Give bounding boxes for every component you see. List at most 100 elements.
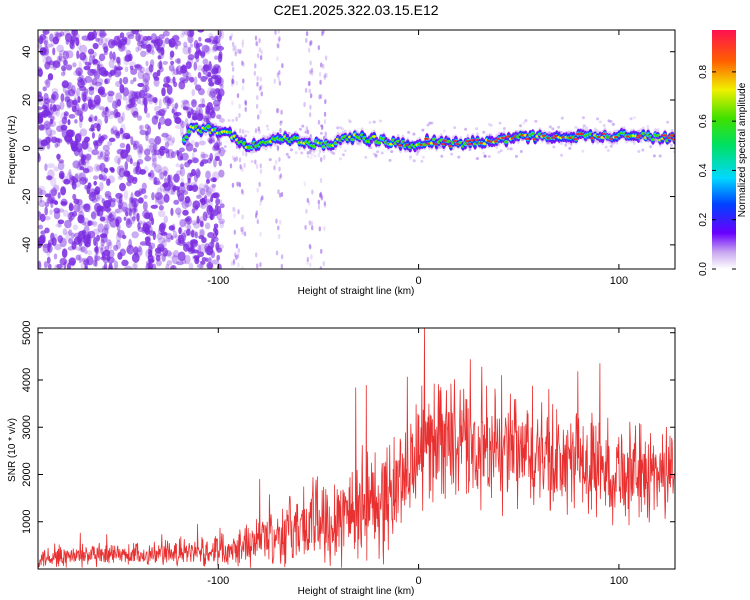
- spectrogram-noise-point: [94, 115, 98, 122]
- spectrogram-noise-point: [219, 203, 225, 209]
- spectrogram-noise-point: [98, 57, 102, 67]
- spectrogram-noise-point: [53, 253, 58, 260]
- spectrogram-noise-point: [171, 108, 175, 114]
- spectrogram-noise-point: [95, 196, 100, 202]
- spectrogram-noise-point: [192, 147, 198, 153]
- spectrogram-ridge-point: [422, 142, 427, 147]
- spectrogram-halo-point: [560, 153, 564, 157]
- spectrogram-noise-point: [79, 113, 84, 123]
- spectrogram-streak-point: [238, 157, 242, 163]
- spectrogram-halo-point: [629, 117, 633, 121]
- spectrogram-streak-point: [235, 116, 238, 122]
- spectrogram-halo-point: [268, 133, 272, 137]
- spectrogram-noise-point: [97, 150, 106, 160]
- spectrogram-halo-point: [410, 140, 414, 144]
- spectrogram-noise-point: [169, 50, 175, 58]
- spectrogram-streak-point: [235, 156, 238, 162]
- spectrogram-streak-point: [237, 248, 241, 254]
- spectrogram-streak-point: [276, 56, 279, 62]
- spectrogram-streak-point: [259, 231, 262, 237]
- spectrogram-noise-point: [81, 230, 87, 240]
- spectrogram-halo-point: [217, 147, 221, 151]
- spectrogram-noise-point: [62, 84, 67, 94]
- spectrogram-noise-point: [108, 59, 115, 68]
- spectrogram-streak-point: [324, 131, 327, 137]
- spectrogram-noise-point: [134, 92, 141, 99]
- spectrogram-noise-point: [121, 206, 129, 213]
- spectrogram-streak-point: [240, 226, 243, 232]
- spectrogram-noise-point: [154, 192, 163, 201]
- spectrogram-noise-point: [154, 96, 158, 106]
- spectrogram-streak-point: [278, 157, 281, 163]
- spectrogram-noise-point: [52, 60, 61, 69]
- spectrogram-noise-point: [39, 213, 46, 222]
- spectrogram-streak-point: [234, 51, 237, 57]
- spectrogram-noise-point: [87, 48, 95, 55]
- spectrogram-noise-point: [186, 228, 191, 236]
- spectrogram-noise-point: [191, 208, 196, 214]
- spectrogram-streak-point: [310, 220, 314, 226]
- spectrogram-halo-point: [464, 127, 468, 131]
- spectrogram-noise-point: [53, 166, 60, 172]
- spectrogram-noise-point: [130, 97, 136, 106]
- spectrogram-streak-point: [308, 220, 311, 226]
- spectrogram-noise-point: [108, 265, 114, 269]
- spectrogram-noise-point: [72, 160, 81, 169]
- spectrogram-halo-point: [339, 126, 343, 130]
- spectrogram-halo-point: [232, 140, 236, 144]
- spectrogram-streak-point: [310, 70, 314, 76]
- spectrogram-noise-point: [79, 257, 86, 263]
- spectrogram-noise-point: [180, 177, 184, 186]
- spectrogram-noise-point: [198, 186, 202, 197]
- spectrogram-streak-point: [257, 114, 260, 120]
- spectrogram-halo-point: [364, 155, 368, 159]
- spectrogram-noise-point: [211, 185, 216, 193]
- spectrogram-noise-point: [94, 260, 98, 268]
- spectrogram-noise-point: [158, 33, 165, 40]
- spectrogram-streak-point: [307, 47, 311, 53]
- spectrogram-noise-point: [151, 217, 155, 226]
- spectrogram-noise-point: [164, 250, 172, 257]
- spectrogram-streak-point: [256, 95, 259, 101]
- spectrogram-streak-point: [318, 71, 322, 77]
- spectrogram-streak-point: [318, 226, 322, 232]
- spectrogram-noise-point: [57, 219, 65, 225]
- spectrogram-noise-point: [199, 220, 204, 228]
- spectrogram-noise-point: [93, 175, 99, 180]
- spectrogram-streak-point: [244, 100, 248, 106]
- spectrogram-noise-point: [43, 79, 50, 85]
- spectrogram-halo-point: [287, 155, 291, 159]
- spectrogram-noise-point: [208, 81, 215, 87]
- spectrogram-streak-point: [279, 173, 283, 179]
- spectrogram-noise-point: [174, 116, 181, 124]
- spectrogram-streak-point: [233, 213, 236, 219]
- spectrogram-streak-point: [239, 164, 242, 170]
- spectrogram-halo-point: [499, 149, 503, 153]
- spectrogram-noise-point: [72, 193, 77, 201]
- spectrogram-noise-point: [49, 209, 53, 215]
- spectrogram-noise-point: [44, 215, 51, 221]
- spectrogram-noise-point: [45, 56, 52, 65]
- spectrogram-streak-point: [258, 37, 261, 43]
- spectrogram-noise-point: [49, 118, 54, 125]
- spectrogram-streak-point: [256, 219, 260, 225]
- spectrogram-streak-point: [305, 31, 309, 37]
- spectrogram-halo-point: [368, 121, 372, 125]
- spectrogram-noise-point: [59, 257, 68, 266]
- spectrogram-noise-point: [51, 88, 59, 94]
- spectrogram-halo-point: [538, 136, 542, 140]
- spectrogram-noise-point: [87, 182, 92, 190]
- spectrogram-noise-point: [81, 257, 90, 263]
- spectrogram-noise-point: [83, 225, 90, 234]
- spectrogram-halo-point: [610, 131, 614, 135]
- spectrogram-noise-point: [38, 260, 42, 269]
- spectrogram-streak-point: [241, 190, 245, 196]
- spectrogram-noise-point: [110, 126, 118, 134]
- spectrogram-noise-point: [122, 76, 129, 85]
- spectrogram-noise-point: [132, 110, 139, 118]
- spectrogram-noise-point: [176, 57, 182, 65]
- spectrogram-halo-point: [568, 146, 572, 150]
- spectrogram-noise-point: [189, 43, 194, 48]
- spectrogram-noise-point: [68, 238, 74, 245]
